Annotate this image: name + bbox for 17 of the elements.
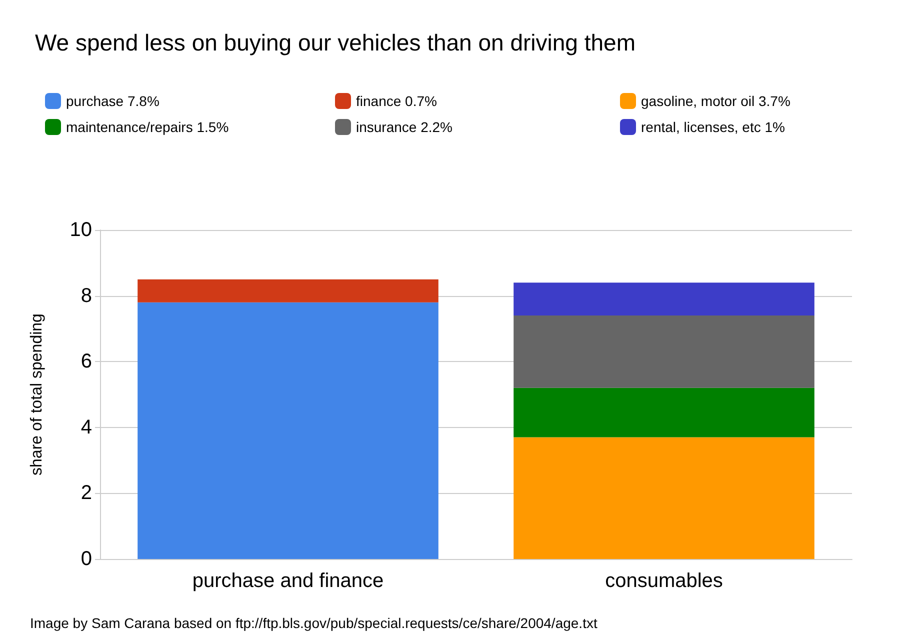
y-tick-label: 6: [80, 350, 92, 373]
legend-label: finance 0.7%: [356, 93, 437, 109]
x-tick-label: consumables: [605, 570, 723, 592]
y-tick-label: 10: [70, 219, 92, 241]
y-tick-label: 0: [80, 548, 92, 570]
y-tick-label: 2: [80, 482, 92, 504]
legend-label: gasoline, motor oil 3.7%: [641, 93, 790, 109]
text: Image by Sam Carana based on ftp://ftp.bls.gov/pub/special.requests/ce/share/2004/age.txt: [30, 615, 598, 631]
legend-label: insurance 2.2%: [356, 119, 453, 135]
y-tick-label: 8: [80, 284, 92, 307]
legend-label: maintenance/repairs 1.5%: [66, 119, 229, 135]
y-axis-title: share of total spending: [28, 314, 46, 476]
chart-title: We spend less on buying our vehicles than on driving them: [35, 30, 636, 56]
legend-label: rental, licenses, etc 1%: [641, 119, 785, 135]
legend-label: purchase 7.8%: [66, 93, 160, 109]
y-tick-label: 4: [80, 416, 92, 438]
x-tick-label: purchase and finance: [192, 570, 384, 592]
